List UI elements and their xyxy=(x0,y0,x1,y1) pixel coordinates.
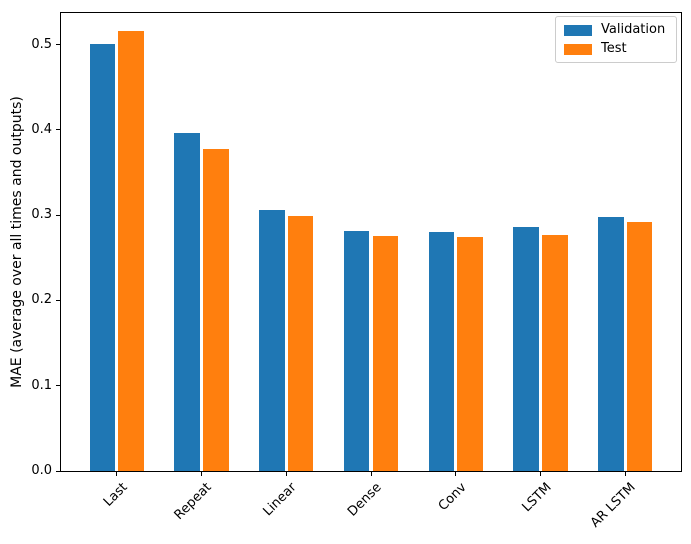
x-tick-label-conv: Conv xyxy=(435,480,470,514)
bar-test-linear xyxy=(287,216,314,471)
legend-entry-test: Test xyxy=(564,42,668,56)
x-tick-label-last: Last xyxy=(100,480,131,510)
bar-validation-last xyxy=(89,43,116,471)
y-tick-mark-0.2 xyxy=(56,299,60,301)
x-tick-mark-lstm xyxy=(540,472,542,476)
bar-test-dense xyxy=(372,235,399,471)
bar-test-ar-lstm xyxy=(626,221,653,471)
bar-validation-linear xyxy=(259,210,285,471)
x-tick-mark-repeat xyxy=(200,472,202,476)
bar-validation-repeat xyxy=(174,133,200,471)
x-tick-mark-linear xyxy=(285,472,287,476)
plot-area xyxy=(60,12,682,472)
legend-label-validation: Validation xyxy=(601,22,666,37)
x-tick-mark-last xyxy=(116,472,118,476)
legend: Validation Test xyxy=(555,16,677,63)
bar-test-conv xyxy=(457,237,483,471)
bar-test-last xyxy=(118,30,144,471)
y-tick-mark-0.0 xyxy=(56,470,60,472)
x-tick-label-lstm: LSTM xyxy=(519,480,555,516)
y-tick-mark-0.4 xyxy=(56,129,60,131)
y-tick-label-0.0: 0.0 xyxy=(31,463,52,478)
x-tick-mark-conv xyxy=(455,472,457,476)
bar-validation-conv xyxy=(428,232,455,471)
legend-entry-validation: Validation xyxy=(564,23,668,37)
test-color-swatch xyxy=(564,43,592,55)
legend-label-test: Test xyxy=(601,41,627,56)
y-tick-label-0.1: 0.1 xyxy=(31,377,52,393)
bar-validation-dense xyxy=(343,231,370,471)
x-tick-label-ar-lstm: AR LSTM xyxy=(588,480,639,531)
x-tick-label-dense: Dense xyxy=(344,480,385,520)
y-tick-mark-0.5 xyxy=(56,44,60,46)
bar-test-repeat xyxy=(203,149,229,471)
x-tick-mark-dense xyxy=(370,472,372,476)
x-tick-mark-ar-lstm xyxy=(624,472,626,476)
x-tick-label-repeat: Repeat xyxy=(172,480,216,523)
y-tick-mark-0.3 xyxy=(56,214,60,216)
y-tick-mark-0.1 xyxy=(56,385,60,387)
bar-test-lstm xyxy=(542,234,568,471)
y-axis-label: MAE (average over all times and outputs) xyxy=(9,96,25,388)
y-tick-label-0.4: 0.4 xyxy=(31,121,52,137)
y-tick-label-0.2: 0.2 xyxy=(31,292,52,308)
bar-validation-lstm xyxy=(513,227,539,471)
validation-color-swatch xyxy=(564,24,592,36)
x-tick-label-linear: Linear xyxy=(260,480,300,520)
y-tick-label-0.5: 0.5 xyxy=(31,36,52,52)
y-tick-label-0.3: 0.3 xyxy=(31,207,52,223)
bar-validation-ar-lstm xyxy=(598,216,624,471)
